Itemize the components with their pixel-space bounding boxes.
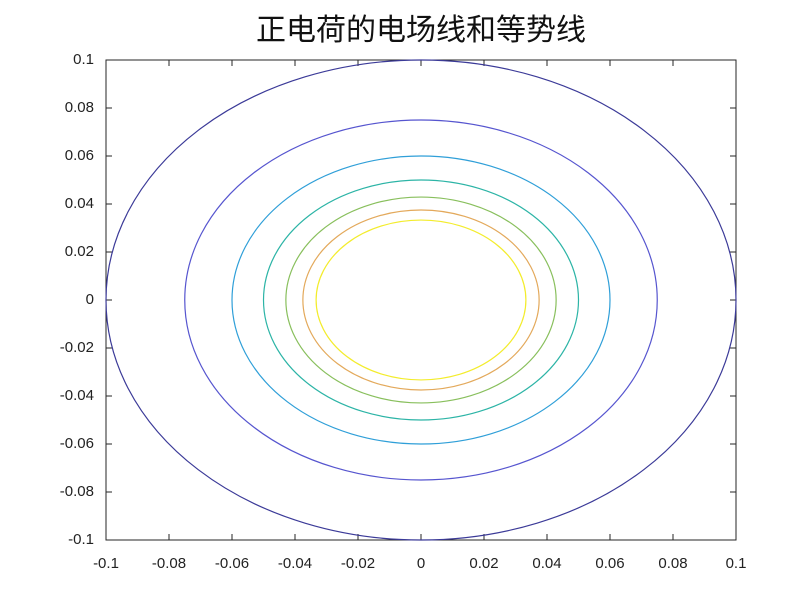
chart-title: 正电荷的电场线和等势线 xyxy=(256,14,586,47)
y-tick-label: -0.04 xyxy=(60,387,94,404)
y-tick-label: -0.08 xyxy=(60,483,94,500)
x-tick-label: 0.06 xyxy=(595,555,624,572)
contour-line xyxy=(315,219,527,381)
x-tick-label: -0.06 xyxy=(215,555,249,572)
contour-line xyxy=(285,196,557,404)
x-tick-label: -0.08 xyxy=(152,555,186,572)
x-tick-label: 0 xyxy=(417,555,425,572)
x-tick-label: 0.04 xyxy=(532,555,561,572)
contour-line xyxy=(262,179,580,421)
y-tick-label: 0.04 xyxy=(65,195,94,212)
x-tick-label: 0.08 xyxy=(658,555,687,572)
y-tick-label: -0.1 xyxy=(68,531,94,548)
y-tick-label: 0 xyxy=(86,291,94,308)
y-tick-label: 0.1 xyxy=(73,51,94,68)
y-tick-label: -0.06 xyxy=(60,435,94,452)
y-tick-label: -0.02 xyxy=(60,339,94,356)
x-tick-label: 0.02 xyxy=(469,555,498,572)
x-tick-label: -0.1 xyxy=(93,555,119,572)
y-tick-label: 0.08 xyxy=(65,99,94,116)
x-tick-label: -0.04 xyxy=(278,555,312,572)
contour-line xyxy=(105,59,737,541)
contour-line xyxy=(302,209,540,391)
contour-line xyxy=(184,119,658,481)
x-tick-label: -0.02 xyxy=(341,555,375,572)
y-tick-label: 0.02 xyxy=(65,243,94,260)
x-tick-label: 0.1 xyxy=(726,555,747,572)
y-tick-label: 0.06 xyxy=(65,147,94,164)
contour-line xyxy=(231,155,611,445)
